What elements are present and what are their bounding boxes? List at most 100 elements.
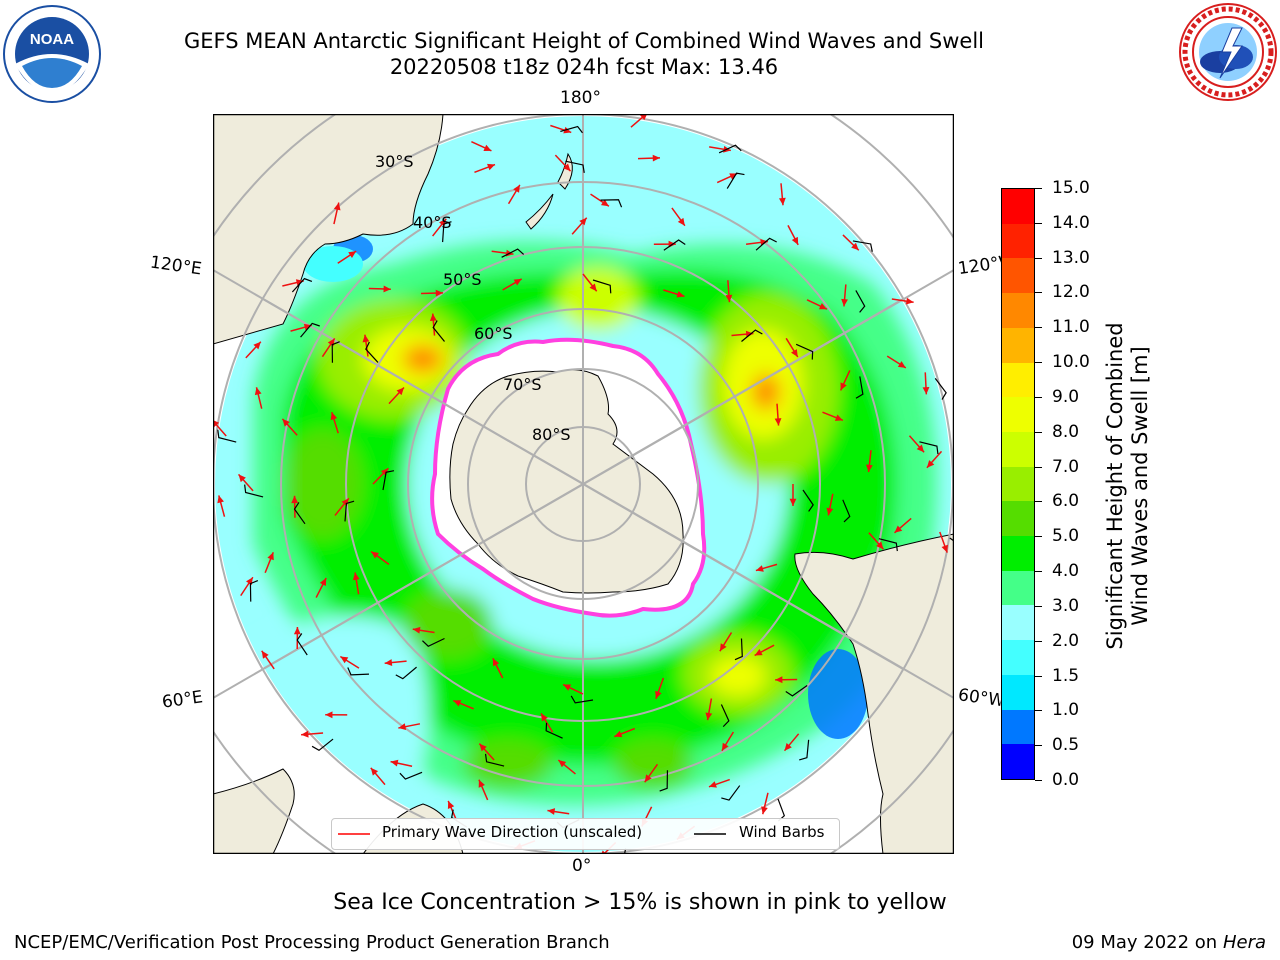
footer-credit: NCEP/EMC/Verification Post Processing Pr… bbox=[14, 932, 610, 953]
colorbar-tick-mark bbox=[1035, 257, 1042, 259]
wave-arrow-head bbox=[352, 572, 360, 581]
wave-arrow-head bbox=[614, 730, 623, 738]
lon-label-60e: 60°E bbox=[160, 687, 205, 713]
colorbar-segment bbox=[1002, 327, 1034, 363]
wind-barb bbox=[842, 499, 851, 523]
lon-label-120w: 120°W bbox=[956, 252, 1005, 280]
colorbar-tick-label: 2.0 bbox=[1052, 630, 1080, 651]
wave-arrow-head bbox=[390, 759, 399, 767]
wave-arrow-head bbox=[563, 126, 572, 134]
colorbar-segment bbox=[1002, 604, 1034, 641]
wave-arrow-head bbox=[429, 313, 437, 322]
wave-arrow-head bbox=[755, 565, 764, 572]
wind-barb bbox=[399, 771, 423, 780]
wind-barb bbox=[878, 538, 898, 552]
wind-barb bbox=[331, 341, 340, 363]
wave-arrow-head bbox=[563, 163, 571, 172]
colorbar-tick-mark bbox=[1035, 501, 1042, 503]
colorbar-tick-label: 4.0 bbox=[1052, 561, 1080, 582]
noaa-logo: NOAA bbox=[3, 5, 101, 103]
colorbar-tick-label: 1.5 bbox=[1052, 665, 1080, 686]
colorbar-segment bbox=[1002, 466, 1034, 502]
wave-arrow-head bbox=[412, 626, 421, 634]
colorbar-tick-mark bbox=[1035, 327, 1042, 329]
wave-arrow-head bbox=[589, 283, 597, 292]
wave-arrow-head bbox=[600, 199, 609, 207]
wave-arrow-head bbox=[865, 464, 873, 473]
wave-arrow-head bbox=[293, 627, 301, 635]
colorbar-tick-mark bbox=[1035, 188, 1042, 189]
wind-barb bbox=[300, 322, 320, 338]
wave-arrow-head bbox=[253, 341, 261, 350]
colorbar-tick-mark bbox=[1035, 710, 1042, 712]
wave-arrow-head bbox=[876, 541, 884, 550]
colorbar-tick-label: 3.0 bbox=[1052, 595, 1080, 616]
wave-arrow-head bbox=[841, 298, 848, 307]
lon-label-60w: 60°W bbox=[956, 685, 1003, 711]
footer-date: 09 May 2022 on Hera bbox=[1072, 932, 1266, 953]
colorbar-tick-mark bbox=[1035, 780, 1042, 781]
wind-barb bbox=[570, 695, 594, 704]
lat-label-60s: 60°S bbox=[474, 324, 513, 343]
colorbar-segment bbox=[1002, 396, 1034, 432]
wave-arrow-head bbox=[362, 334, 370, 343]
colorbar-segment bbox=[1002, 500, 1034, 537]
map-panel bbox=[212, 113, 955, 855]
wind-barb bbox=[560, 125, 583, 134]
lat-label-70s: 70°S bbox=[503, 375, 542, 394]
wave-arrow-head bbox=[818, 303, 827, 310]
lat-label-50s: 50°S bbox=[443, 270, 482, 289]
wave-arrow-head bbox=[478, 779, 485, 788]
wind-barb bbox=[347, 667, 369, 676]
lat-label-30s: 30°S bbox=[375, 152, 414, 171]
wave-arrow-head bbox=[840, 382, 847, 391]
chart-title: GEFS MEAN Antarctic Significant Height o… bbox=[183, 29, 985, 53]
wave-arrow-head bbox=[330, 412, 338, 421]
colorbar-segment bbox=[1002, 639, 1034, 675]
wave-arrow-head bbox=[261, 650, 269, 659]
wind-barb bbox=[395, 666, 417, 680]
wave-arrow-head bbox=[791, 236, 799, 245]
wind-barb bbox=[718, 144, 742, 154]
wind-barb bbox=[249, 580, 259, 602]
wave-direction-arrows bbox=[213, 114, 948, 854]
wave-arrow-head bbox=[894, 525, 903, 533]
map-legend: Primary Wave Direction (unscaled) Wind B… bbox=[331, 818, 840, 850]
wind-barb bbox=[855, 290, 866, 313]
colorbar-tick-label: 11.0 bbox=[1052, 317, 1090, 338]
wind-barb bbox=[721, 785, 741, 801]
lat-label-40s: 40°S bbox=[413, 213, 452, 232]
colorbar-tick-mark bbox=[1035, 536, 1042, 538]
wave-arrow-head bbox=[926, 460, 935, 468]
wave-arrow-head bbox=[291, 495, 299, 504]
colorbar-tick-label: 1.0 bbox=[1052, 700, 1080, 721]
wind-barb-legend-label: Wind Barbs bbox=[739, 823, 825, 841]
wind-barb bbox=[293, 502, 306, 525]
wave-arrow-head bbox=[778, 197, 786, 206]
colorbar-tick-label: 8.0 bbox=[1052, 421, 1080, 442]
wave-arrow-head bbox=[775, 676, 783, 684]
colorbar-tick-label: 12.0 bbox=[1052, 282, 1090, 303]
colorbar-tick-mark bbox=[1035, 396, 1042, 398]
wave-arrow-head bbox=[282, 418, 290, 427]
wind-barb bbox=[795, 343, 814, 360]
wind-barb bbox=[296, 633, 308, 656]
wave-arrow-head bbox=[541, 713, 548, 722]
wave-arrow-head bbox=[705, 712, 713, 721]
wave-arrow-head bbox=[383, 285, 391, 293]
wave-arrow-head bbox=[677, 217, 685, 226]
footer-date-text: 09 May 2022 on bbox=[1071, 932, 1218, 953]
wind-barb bbox=[855, 376, 864, 399]
colorbar-segment bbox=[1002, 223, 1034, 259]
colorbar-segment bbox=[1002, 292, 1034, 328]
colorbar-segment bbox=[1002, 743, 1034, 779]
wind-barb bbox=[741, 329, 763, 342]
wave-arrow-head bbox=[348, 251, 357, 258]
colorbar-title: Significant Height of Combined Wind Wave… bbox=[1103, 322, 1153, 649]
wind-barb bbox=[726, 172, 745, 189]
colorbar-tick-mark bbox=[1035, 605, 1042, 607]
footer-host: Hera bbox=[1222, 932, 1266, 953]
wind-barb bbox=[600, 199, 623, 208]
colorbar-tick-mark bbox=[1035, 466, 1042, 468]
wind-barb bbox=[565, 160, 585, 173]
